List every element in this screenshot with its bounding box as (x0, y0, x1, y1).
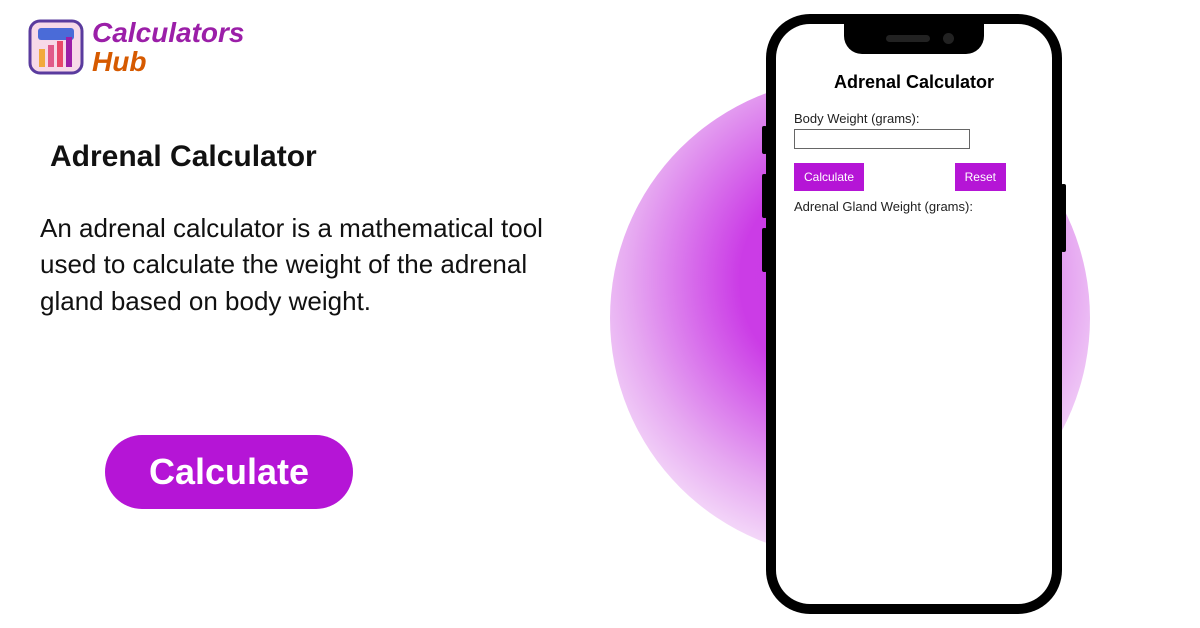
calculator-logo-icon (28, 19, 84, 75)
calculate-cta-button[interactable]: Calculate (105, 435, 353, 509)
phone-notch (844, 24, 984, 54)
logo-text-top: Calculators (92, 18, 245, 47)
logo-text: Calculators Hub (92, 18, 245, 77)
phone-mockup: Adrenal Calculator Body Weight (grams): … (766, 14, 1062, 614)
phone-side-button (762, 174, 767, 218)
logo-text-bottom: Hub (92, 47, 245, 76)
phone-screen: Adrenal Calculator Body Weight (grams): … (776, 24, 1052, 604)
app-title: Adrenal Calculator (794, 72, 1034, 93)
page-title: Adrenal Calculator (50, 140, 317, 174)
body-weight-input[interactable] (794, 129, 970, 149)
phone-side-button (762, 228, 767, 272)
app-reset-button[interactable]: Reset (955, 163, 1006, 191)
phone-side-button (1061, 184, 1066, 252)
result-label: Adrenal Gland Weight (grams): (794, 199, 1034, 214)
logo: Calculators Hub (28, 18, 245, 77)
app-calculate-button[interactable]: Calculate (794, 163, 864, 191)
body-weight-label: Body Weight (grams): (794, 111, 1034, 126)
page-description: An adrenal calculator is a mathematical … (40, 210, 580, 319)
phone-side-button (762, 126, 767, 154)
app-button-row: Calculate Reset (794, 163, 1006, 191)
